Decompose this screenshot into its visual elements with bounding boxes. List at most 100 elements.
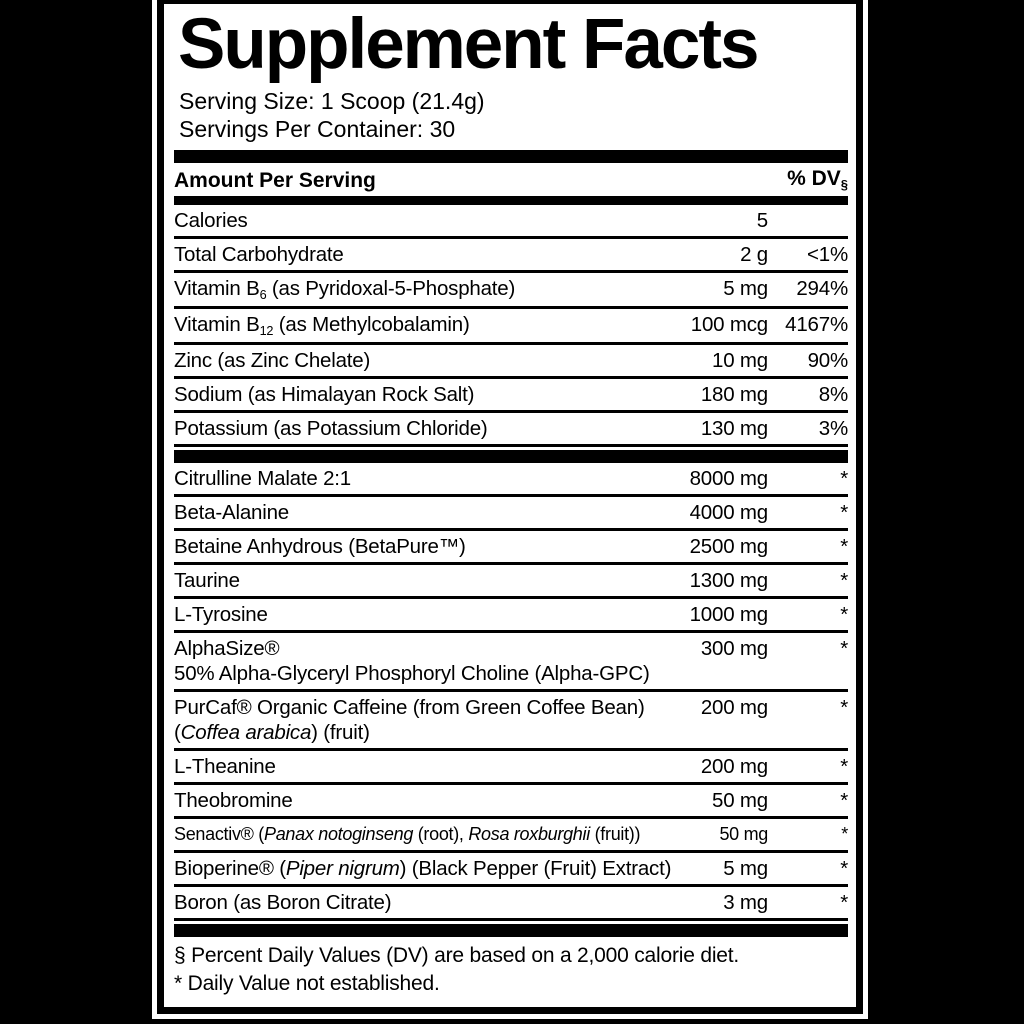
ingredient-name: Total Carbohydrate — [174, 242, 732, 267]
ingredient-name-line: Beta-Alanine — [174, 500, 682, 525]
percent-dv-label: % DV§ — [787, 167, 848, 193]
medium-divider-bar — [174, 196, 848, 206]
serving-size: Serving Size: 1 Scoop (21.4g) — [179, 88, 485, 115]
name-text-segment: Calories — [174, 209, 248, 233]
amount-value: 8000 mg — [689, 467, 769, 491]
amount-value: 2500 mg — [689, 535, 769, 559]
table-row: PurCaf® Organic Caffeine (from Green Cof… — [174, 692, 848, 752]
thick-divider-bar — [174, 450, 848, 464]
name-text-segment: Sodium (as Himalayan Rock Salt) — [174, 383, 475, 407]
ingredient-name-line: 50% Alpha-Glyceryl Phosphoryl Choline (A… — [174, 661, 693, 686]
table-row: Potassium (as Potassium Chloride) 130 mg 3… — [174, 413, 848, 448]
table-row: Zinc (as Zinc Chelate) 10 mg 90% — [174, 345, 849, 380]
table-row: Vitamin B12 (as Methylcobalamin) 100 mcg 4… — [174, 309, 848, 346]
dv-value: * — [840, 857, 848, 881]
ingredient-name: Vitamin B6 (as Pyridoxal-5-Phosphate) — [174, 276, 715, 303]
amount-value: 180 mg — [700, 383, 768, 407]
ingredient-name: Theobromine — [174, 788, 704, 813]
name-text-segment: (as Pyridoxal-5-Phosphate) — [266, 277, 516, 301]
name-text-segment: ) (Black Pepper (Fruit) Extract) — [399, 857, 672, 881]
table-row: Vitamin B6 (as Pyridoxal-5-Phosphate) 5 m… — [174, 273, 848, 310]
name-text-segment: Total Carbohydrate — [174, 243, 344, 267]
ingredient-name-line: Vitamin B12 (as Methylcobalamin) — [174, 312, 683, 339]
ingredient-name: Beta-Alanine — [174, 500, 682, 525]
table-row: Bioperine® (Piper nigrum) (Black Pepper … — [174, 853, 848, 888]
amount-value: 200 mg — [700, 755, 768, 779]
name-text-segment: (as Methylcobalamin) — [273, 313, 470, 337]
table-row: Total Carbohydrate 2 g <1% — [174, 239, 848, 274]
name-text-segment: Theobromine — [174, 789, 293, 813]
ingredient-name: Zinc (as Zinc Chelate) — [174, 348, 704, 373]
amount-value: 100 mcg — [690, 313, 768, 337]
footnote-not-established: * Daily Value not established. — [174, 971, 440, 995]
ingredient-name-line: Zinc (as Zinc Chelate) — [174, 348, 704, 373]
dv-value: * — [840, 789, 848, 813]
dv-value: * — [841, 824, 848, 845]
ingredient-name-line: (Coffea arabica) (fruit) — [174, 720, 693, 745]
ingredients-section: Citrulline Malate 2:1 8000 mg * Beta-Alanin… — [174, 463, 848, 922]
table-row: Betaine Anhydrous (BetaPure™) 2500 mg * — [174, 531, 848, 566]
ingredient-name: L-Theanine — [174, 754, 693, 779]
ingredient-name: Vitamin B12 (as Methylcobalamin) — [174, 312, 683, 339]
dv-value: 90% — [807, 349, 849, 373]
dv-value: * — [840, 501, 848, 525]
ingredient-name: L-Tyrosine — [174, 602, 682, 627]
name-text-segment: Rosa roxburghii — [468, 824, 590, 845]
ingredient-name-line: AlphaSize® — [174, 636, 693, 661]
amount-value: 1000 mg — [689, 603, 769, 627]
table-row: L-Tyrosine 1000 mg * — [174, 599, 848, 634]
table-row: Beta-Alanine 4000 mg * — [174, 497, 848, 532]
ingredient-name-line: Theobromine — [174, 788, 704, 813]
ingredient-name-line: Sodium (as Himalayan Rock Salt) — [174, 382, 693, 407]
dv-value: 8% — [818, 383, 848, 407]
table-header: Amount Per Serving % DV§ — [174, 163, 848, 196]
name-text-segment: ) (fruit) — [311, 721, 370, 745]
name-text-segment: 50% Alpha-Glyceryl Phosphoryl Choline (A… — [174, 662, 650, 686]
ingredient-name: Sodium (as Himalayan Rock Salt) — [174, 382, 693, 407]
table-row: Senactiv® (Panax notoginseng (root), Ros… — [174, 819, 848, 854]
ingredient-name-line: Boron (as Boron Citrate) — [174, 890, 715, 915]
ingredient-name: Betaine Anhydrous (BetaPure™) — [174, 534, 682, 559]
amount-value: 3 mg — [723, 891, 768, 915]
table-row: Calories 5 — [174, 205, 848, 240]
name-text-segment: Vitamin B — [174, 313, 260, 337]
dv-value: * — [840, 696, 848, 720]
dv-value: * — [840, 891, 848, 915]
nutrients-section: Calories 5 Total Carbohydrate 2 g <1% Vitamin… — [174, 205, 849, 448]
amount-value: 200 mg — [700, 696, 768, 720]
dv-value: * — [840, 569, 848, 593]
name-text-segment: ( — [174, 721, 181, 745]
dv-note-symbol: § — [840, 177, 848, 193]
name-text-segment: Panax notoginseng — [264, 824, 414, 845]
panel-title: Supplement Facts — [178, 5, 760, 84]
ingredient-name-line: Citrulline Malate 2:1 — [174, 466, 682, 491]
ingredient-name-line: Bioperine® (Piper nigrum) (Black Pepper … — [174, 856, 715, 881]
name-text-segment: PurCaf® Organic Caffeine (from Green Cof… — [174, 696, 645, 720]
name-text-segment: AlphaSize® — [174, 637, 280, 661]
ingredient-name-line: L-Tyrosine — [174, 602, 682, 627]
name-text-segment: (root), — [413, 824, 469, 845]
amount-value: 5 mg — [723, 857, 768, 881]
name-text-segment: Citrulline Malate 2:1 — [174, 467, 351, 491]
name-text-segment: Vitamin B — [174, 277, 260, 301]
name-text-segment: L-Theanine — [174, 755, 276, 779]
ingredient-name-line: Potassium (as Potassium Chloride) — [174, 416, 693, 441]
ingredient-name-line: L-Theanine — [174, 754, 693, 779]
dv-value: * — [840, 467, 848, 491]
ingredient-name-line: Total Carbohydrate — [174, 242, 732, 267]
amount-value: 300 mg — [700, 637, 768, 661]
name-text-segment: Betaine Anhydrous (BetaPure™) — [174, 535, 466, 559]
amount-value: 1300 mg — [689, 569, 769, 593]
ingredient-name-line: Betaine Anhydrous (BetaPure™) — [174, 534, 682, 559]
supplement-facts-panel: Supplement Facts Serving Size: 1 Scoop (… — [152, 0, 868, 1020]
amount-value: 10 mg — [712, 349, 768, 373]
name-text-segment: Bioperine® ( — [174, 857, 286, 881]
ingredient-name: AlphaSize® 50% Alpha-Glyceryl Phosphoryl … — [174, 636, 693, 686]
ingredient-name: Bioperine® (Piper nigrum) (Black Pepper … — [174, 856, 715, 881]
thick-divider-bar — [174, 924, 848, 938]
amount-value: 2 g — [740, 243, 768, 267]
ingredient-name-line: PurCaf® Organic Caffeine (from Green Cof… — [174, 695, 693, 720]
table-row: AlphaSize® 50% Alpha-Glyceryl Phosphoryl … — [174, 633, 848, 693]
name-text-segment: Boron (as Boron Citrate) — [174, 891, 392, 915]
